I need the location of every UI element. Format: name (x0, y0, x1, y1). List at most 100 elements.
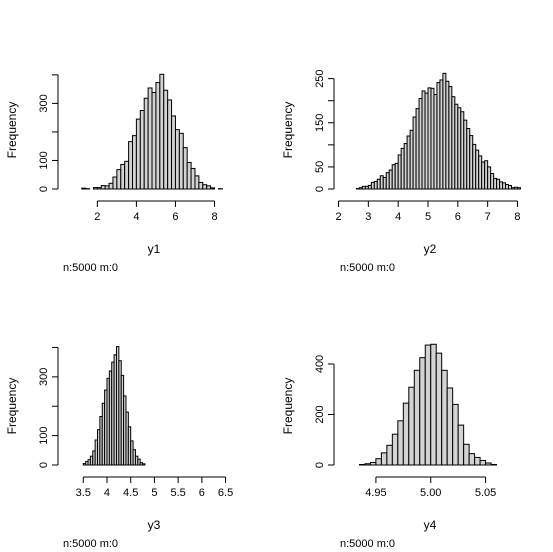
x-axis-title-y3: y3 (148, 518, 161, 532)
x-tick-label: 4 (104, 487, 110, 499)
histogram-bar (485, 462, 492, 466)
histogram-bar (159, 73, 165, 190)
sample-note-y3: n:5000 m:0 (63, 538, 118, 550)
y-tick-label: 0 (314, 462, 326, 468)
histogram-bar (206, 185, 212, 190)
histogram-bar (147, 87, 153, 190)
histogram-bar (516, 187, 521, 190)
y-tick-label: 300 (38, 94, 50, 112)
histogram-bar (167, 99, 173, 190)
histogram-bar (96, 187, 102, 190)
histogram-panel-y2: 2 3 4 5 6 7 8 0 50 150 250 y2 Frequency n:5000 m:0 (281, 69, 521, 274)
x-axis-title-y2: y2 (424, 242, 437, 256)
histogram-bar (479, 459, 487, 466)
histogram-panel-y3: 3.5 4 4.5 5 5.5 6 6.5 0 100 300 y3 Frequency n:50… (5, 346, 233, 550)
histogram-bar (369, 461, 377, 466)
axes-y4: 4.95 5.00 5.05 0 200 400 (314, 355, 496, 499)
histogram-bar (364, 463, 371, 466)
histogram-bar (202, 184, 208, 190)
histogram-bar (100, 185, 106, 190)
histogram-bar (474, 456, 481, 466)
histogram-bar (413, 369, 421, 466)
x-tick-label: 5.00 (420, 487, 441, 499)
histogram-bar (108, 182, 114, 190)
histogram-bar (124, 160, 130, 190)
histogram-bar (441, 369, 448, 466)
x-tick-label: 8 (211, 211, 217, 223)
histogram-bar (391, 433, 399, 466)
x-tick-label: 7 (485, 211, 491, 223)
y-axis-title-y3: Frequency (5, 378, 19, 435)
x-tick-label: 2 (94, 211, 100, 223)
histogram-bar (120, 163, 126, 190)
x-tick-label: 6 (455, 211, 461, 223)
histogram-bar (178, 132, 184, 190)
histogram-bar (151, 92, 157, 190)
histogram-bar (128, 141, 133, 190)
histogram-bar (358, 463, 366, 466)
histogram-bar (402, 402, 410, 466)
histogram-bar (142, 463, 146, 466)
y-tick-label: 300 (38, 368, 50, 386)
y-axis-title-y4: Frequency (281, 378, 295, 435)
x-tick-label: 4.5 (123, 487, 138, 499)
y-tick-label: 50 (314, 161, 326, 173)
histogram-bar (419, 357, 426, 466)
y-tick-label: 400 (314, 355, 326, 373)
histogram-bar (104, 185, 110, 190)
histogram-bar (171, 115, 176, 190)
histogram-bar (163, 89, 169, 190)
histogram-bar (408, 386, 415, 466)
bars-y1 (81, 73, 223, 190)
x-tick-label: 5 (425, 211, 431, 223)
x-tick-label: 6 (172, 211, 178, 223)
x-tick-label: 8 (514, 211, 520, 223)
y-tick-label: 200 (314, 405, 326, 423)
histogram-bar (186, 161, 192, 190)
y-tick-label: 0 (38, 186, 50, 192)
histogram-bar (198, 181, 204, 190)
histogram-bar (435, 352, 443, 466)
histogram-panel-y4: 4.95 5.00 5.05 0 200 400 y4 Frequency n:5000 … (281, 343, 498, 550)
histogram-bar (446, 387, 454, 466)
bars-y4 (358, 343, 498, 466)
histogram-bar (380, 452, 388, 466)
histogram-bar (92, 187, 98, 190)
histogram-bar (452, 403, 459, 466)
y-axis-title-y1: Frequency (5, 102, 19, 159)
histogram-panel-y1: 2 4 6 8 0 100 300 y1 Frequency n:5000 m:0 (5, 73, 223, 274)
x-tick-label: 3.5 (76, 487, 91, 499)
histogram-bar (468, 453, 476, 466)
x-tick-label: 3 (365, 211, 371, 223)
bars-y2 (355, 72, 521, 190)
x-tick-label: 4.95 (365, 487, 386, 499)
histogram-bar (143, 97, 149, 190)
histogram-bar (190, 167, 196, 190)
histogram-bar (112, 176, 118, 190)
histogram-bar (174, 129, 180, 190)
histogram-bar (463, 443, 470, 466)
histogram-bar (386, 444, 393, 466)
histogram-bar (430, 343, 437, 466)
x-tick-label: 5 (151, 487, 157, 499)
y-tick-label: 250 (314, 69, 326, 87)
sample-note-y2: n:5000 m:0 (340, 262, 395, 274)
y-tick-label: 0 (38, 462, 50, 468)
y-axis-title-y2: Frequency (281, 102, 295, 159)
histogram-bar (155, 82, 161, 190)
histogram-bar (182, 147, 188, 190)
x-tick-label: 6.5 (218, 487, 233, 499)
y-tick-label: 150 (314, 114, 326, 132)
histogram-bar (490, 463, 498, 466)
histogram-bar (457, 424, 465, 466)
histogram-bar (194, 175, 200, 190)
x-tick-label: 6 (199, 487, 205, 499)
y-tick-label: 100 (38, 151, 50, 169)
histogram-bar (81, 187, 87, 190)
axes-y3: 3.5 4 4.5 5 5.5 6 6.5 0 100 300 (38, 346, 233, 499)
histogram-bar (135, 118, 141, 190)
x-tick-label: 4 (133, 211, 139, 223)
sample-note-y4: n:5000 m:0 (340, 538, 395, 550)
histogram-bar (424, 344, 432, 466)
